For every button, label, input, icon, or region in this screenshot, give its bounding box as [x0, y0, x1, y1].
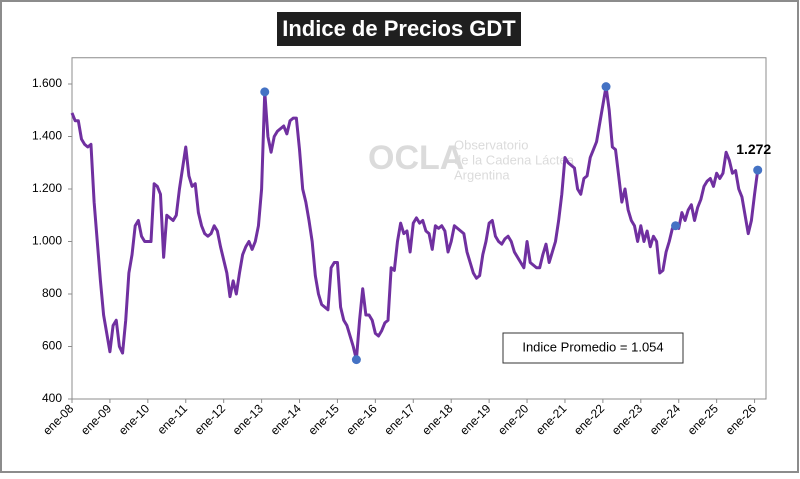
highlight-point [601, 82, 611, 92]
y-tick-label: 600 [42, 339, 62, 353]
annotation-box [502, 332, 684, 364]
watermark-logo: OCLA [368, 139, 464, 177]
y-tick-label: 1.200 [32, 181, 62, 195]
y-tick-label: 1.600 [32, 76, 62, 90]
annotation: Indice Promedio = 1.054 [522, 339, 663, 354]
watermark-line: Observatorio [454, 137, 528, 152]
y-tick-label: 800 [42, 286, 62, 300]
highlight-point [260, 87, 270, 97]
watermark-line: Argentina [454, 167, 510, 182]
watermark: OCLA Observatorio de la Cadena Láctea Ar… [368, 137, 575, 182]
y-tick-label: 400 [42, 391, 62, 405]
y-tick-label: 1.400 [32, 129, 62, 143]
y-tick-label: 1.000 [32, 234, 62, 248]
title-box [277, 12, 521, 46]
watermark-line: de la Cadena Láctea [454, 152, 575, 167]
value-label: 1.272 [736, 141, 771, 157]
highlight-point [671, 221, 681, 231]
line-series [70, 85, 760, 362]
chart-title: Indice de Precios GDT [282, 16, 516, 41]
highlight-point [753, 165, 763, 175]
highlight-point [351, 355, 361, 365]
